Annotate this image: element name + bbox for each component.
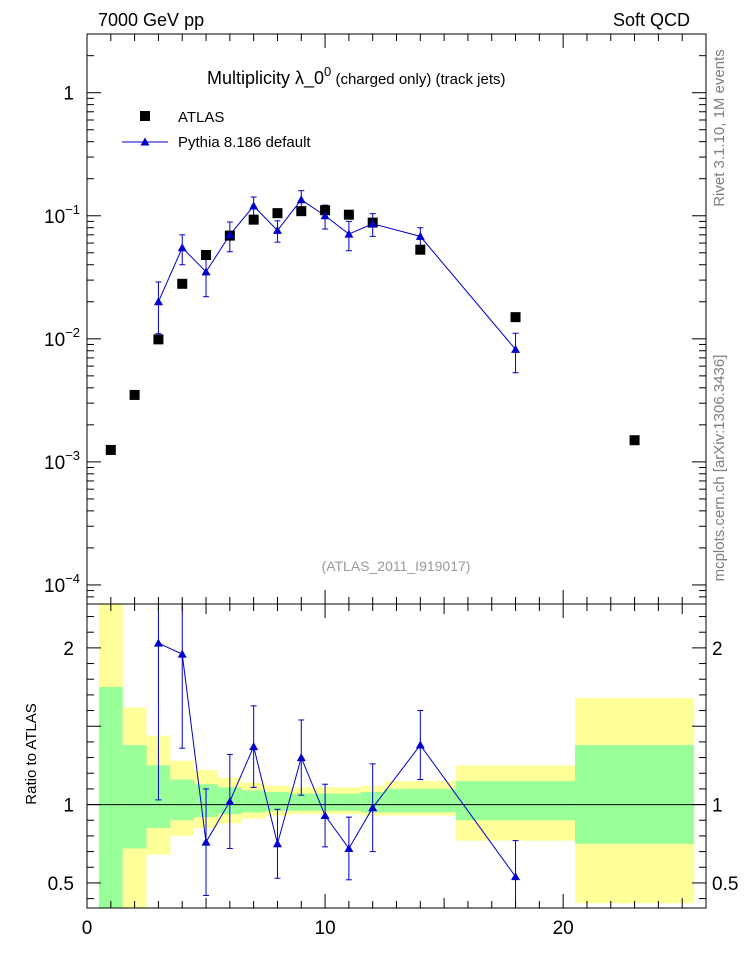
ratio-inner-band xyxy=(98,687,123,908)
ratio-series-line xyxy=(158,642,516,877)
ratio-uncertainty-bands xyxy=(98,604,695,908)
ratio-ytick-label-left: 0.5 xyxy=(48,874,74,895)
ratio-mc-point xyxy=(415,740,425,749)
rivet-label: Rivet 3.1.10, 1M events xyxy=(711,49,728,207)
ratio-inner-band xyxy=(384,788,457,813)
atlas-data-point xyxy=(272,208,283,219)
main-mc-errorbars xyxy=(155,190,519,374)
mc-point xyxy=(153,297,163,306)
ratio-mc-errorbars xyxy=(155,604,519,908)
mc-point xyxy=(296,195,306,204)
ratio-xtick-label: 10 xyxy=(315,918,336,939)
ratio-inner-band xyxy=(265,792,290,811)
ratio-inner-band xyxy=(456,781,576,821)
ratio-xtick-label: 0 xyxy=(82,918,93,939)
atlas-data-point xyxy=(510,312,521,323)
main-ytick-label: 1 xyxy=(63,84,74,105)
ratio-inner-band xyxy=(336,793,361,811)
main-mc-points xyxy=(153,195,521,353)
atlas-data-point xyxy=(415,244,426,255)
atlas-data-point xyxy=(343,209,354,220)
atlas-data-point xyxy=(629,435,640,446)
ratio-mc-point xyxy=(272,839,282,848)
title-superscript: 0 xyxy=(324,64,331,79)
energy-label: 7000 GeV pp xyxy=(98,10,204,30)
main-data-points xyxy=(105,205,640,455)
atlas-data-point xyxy=(320,205,331,216)
atlas-data-point xyxy=(177,278,188,289)
ratio-mc-point xyxy=(201,837,211,846)
ratio-mc-point xyxy=(511,872,521,881)
mc-point xyxy=(368,219,378,228)
main-mc-line xyxy=(157,199,516,350)
atlas-data-point xyxy=(296,206,307,217)
title-suffix: (charged only) (track jets) xyxy=(331,71,505,88)
title-main: Multiplicity λ_0 xyxy=(207,68,324,89)
mc-point xyxy=(225,230,235,239)
ratio-ytick-label-right: 1 xyxy=(712,796,723,817)
mc-point xyxy=(272,225,282,234)
atlas-data-point xyxy=(201,249,212,260)
atlas-data-point xyxy=(248,214,259,225)
ratio-xtick-label: 20 xyxy=(553,918,574,939)
ratio-mc-point xyxy=(249,742,259,751)
ratio-mc-point xyxy=(225,796,235,805)
mc-point xyxy=(177,243,187,252)
legend-pythia-marker xyxy=(140,137,150,146)
atlas-data-point xyxy=(153,334,164,345)
analysis-watermark: (ATLAS_2011_I919017) xyxy=(322,558,471,574)
ratio-mc-point xyxy=(153,638,163,647)
ratio-mc-points xyxy=(153,638,521,881)
atlas-data-point xyxy=(129,389,140,400)
ratio-axes: 0.5 0.51 12 20 10 20 xyxy=(48,603,738,939)
ratio-inner-band xyxy=(122,745,147,849)
ratio-ytick-label-right: 0.5 xyxy=(712,874,738,895)
ratio-mc-point xyxy=(368,803,378,812)
process-label: Soft QCD xyxy=(613,10,690,30)
ratio-inner-band xyxy=(289,793,314,811)
chart-title: Multiplicity λ_00 (charged only) (track … xyxy=(207,64,506,89)
mc-point xyxy=(320,211,330,220)
mcplots-label: mcplots.cern.ch [arXiv:1306.3436] xyxy=(711,355,728,582)
mc-point xyxy=(511,344,521,353)
ratio-mc-point xyxy=(320,811,330,820)
mc-series-line xyxy=(157,199,516,350)
ratio-ytick-label-left: 2 xyxy=(63,639,74,660)
ratio-mc-line xyxy=(158,642,516,877)
legend-pythia-label: Pythia 8.186 default xyxy=(178,134,311,151)
legend-atlas-label: ATLAS xyxy=(178,109,224,126)
legend-atlas-marker xyxy=(140,111,150,121)
ratio-mc-point xyxy=(296,753,306,762)
ratio-ytick-label-left: 1 xyxy=(63,796,74,817)
ratio-inner-band xyxy=(241,790,266,813)
main-ytick-label: 10−3 xyxy=(44,448,80,474)
main-axes: 1 10−1 10−2 10−3 10−4 xyxy=(44,33,707,605)
mc-point xyxy=(415,231,425,240)
main-ytick-label: 10−4 xyxy=(44,571,80,597)
atlas-data-point xyxy=(105,444,116,455)
ratio-ylabel: Ratio to ATLAS xyxy=(23,703,40,804)
ratio-inner-band xyxy=(575,745,695,844)
mc-point xyxy=(201,267,211,276)
main-ytick-label: 10−2 xyxy=(44,325,80,351)
mc-point xyxy=(249,201,259,210)
main-ytick-label: 10−1 xyxy=(44,202,80,228)
ratio-mc-point xyxy=(344,843,354,852)
mc-point xyxy=(344,229,354,238)
ratio-inner-band xyxy=(170,779,195,821)
ratio-mc-point xyxy=(177,649,187,658)
ratio-ytick-label-right: 2 xyxy=(712,639,723,660)
